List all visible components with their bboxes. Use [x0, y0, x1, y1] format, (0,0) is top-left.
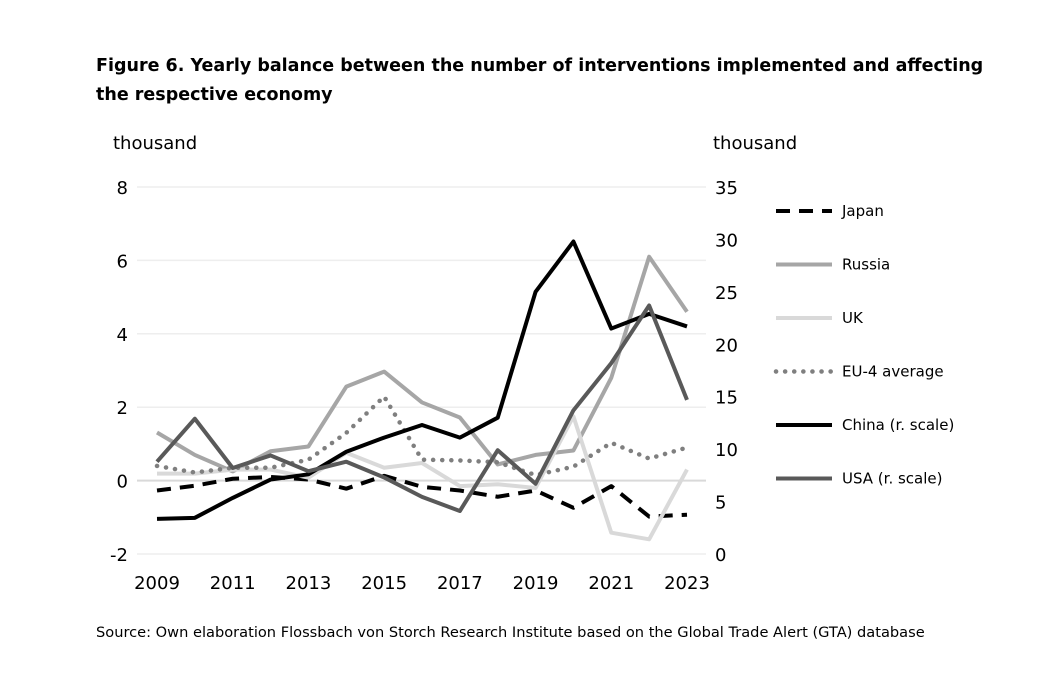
- y-right-tick-label: 25: [715, 283, 738, 304]
- y-right-tick-label: 20: [715, 335, 738, 356]
- legend-label-uk: UK: [842, 309, 864, 327]
- y-right-tick-label: 10: [715, 440, 738, 461]
- y-left-tick-label: -2: [110, 545, 128, 566]
- series-line-russia: [155, 254, 689, 474]
- y-left-tick-label: 4: [117, 325, 128, 346]
- legend-label-china-r-scale: China (r. scale): [842, 416, 954, 434]
- y-right-tick-label: 15: [715, 388, 738, 409]
- chart-title: Figure 6. Yearly balance between the num…: [96, 56, 984, 105]
- legend-label-russia: Russia: [842, 256, 890, 274]
- x-tick-label: 2013: [286, 573, 332, 594]
- y-right-tick-label: 35: [715, 178, 738, 199]
- series-line-uk: [157, 414, 689, 542]
- y-right-axis-label: thousand: [713, 133, 797, 154]
- x-tick-label: 2015: [361, 573, 407, 594]
- series-line-eu-4-average: [154, 394, 690, 478]
- x-tick-label: 2011: [210, 573, 256, 594]
- y-left-tick-label: 2: [117, 398, 128, 419]
- y-left-tick-label: 0: [117, 472, 128, 493]
- series-line-china-r-scale: [156, 239, 688, 521]
- x-tick-label: 2009: [134, 573, 180, 594]
- y-left-axis-label: thousand: [113, 133, 197, 154]
- x-tick-label: 2023: [664, 573, 710, 594]
- y-right-tick-label: 0: [715, 545, 726, 566]
- y-right-tick-label: 5: [715, 493, 726, 514]
- legend-label-eu-4-average: EU-4 average: [842, 363, 944, 381]
- y-right-tick-label: 30: [715, 230, 738, 251]
- y-left-tick-label: 8: [117, 178, 128, 199]
- x-tick-label: 2017: [437, 573, 483, 594]
- series-line-usa-r-scale: [155, 303, 689, 514]
- legend-label-japan: Japan: [841, 202, 884, 220]
- x-tick-label: 2019: [513, 573, 559, 594]
- legend-label-usa-r-scale: USA (r. scale): [842, 470, 943, 488]
- source-note: Source: Own elaboration Flossbach von St…: [96, 624, 925, 641]
- x-tick-label: 2021: [588, 573, 634, 594]
- y-left-tick-label: 6: [117, 251, 128, 272]
